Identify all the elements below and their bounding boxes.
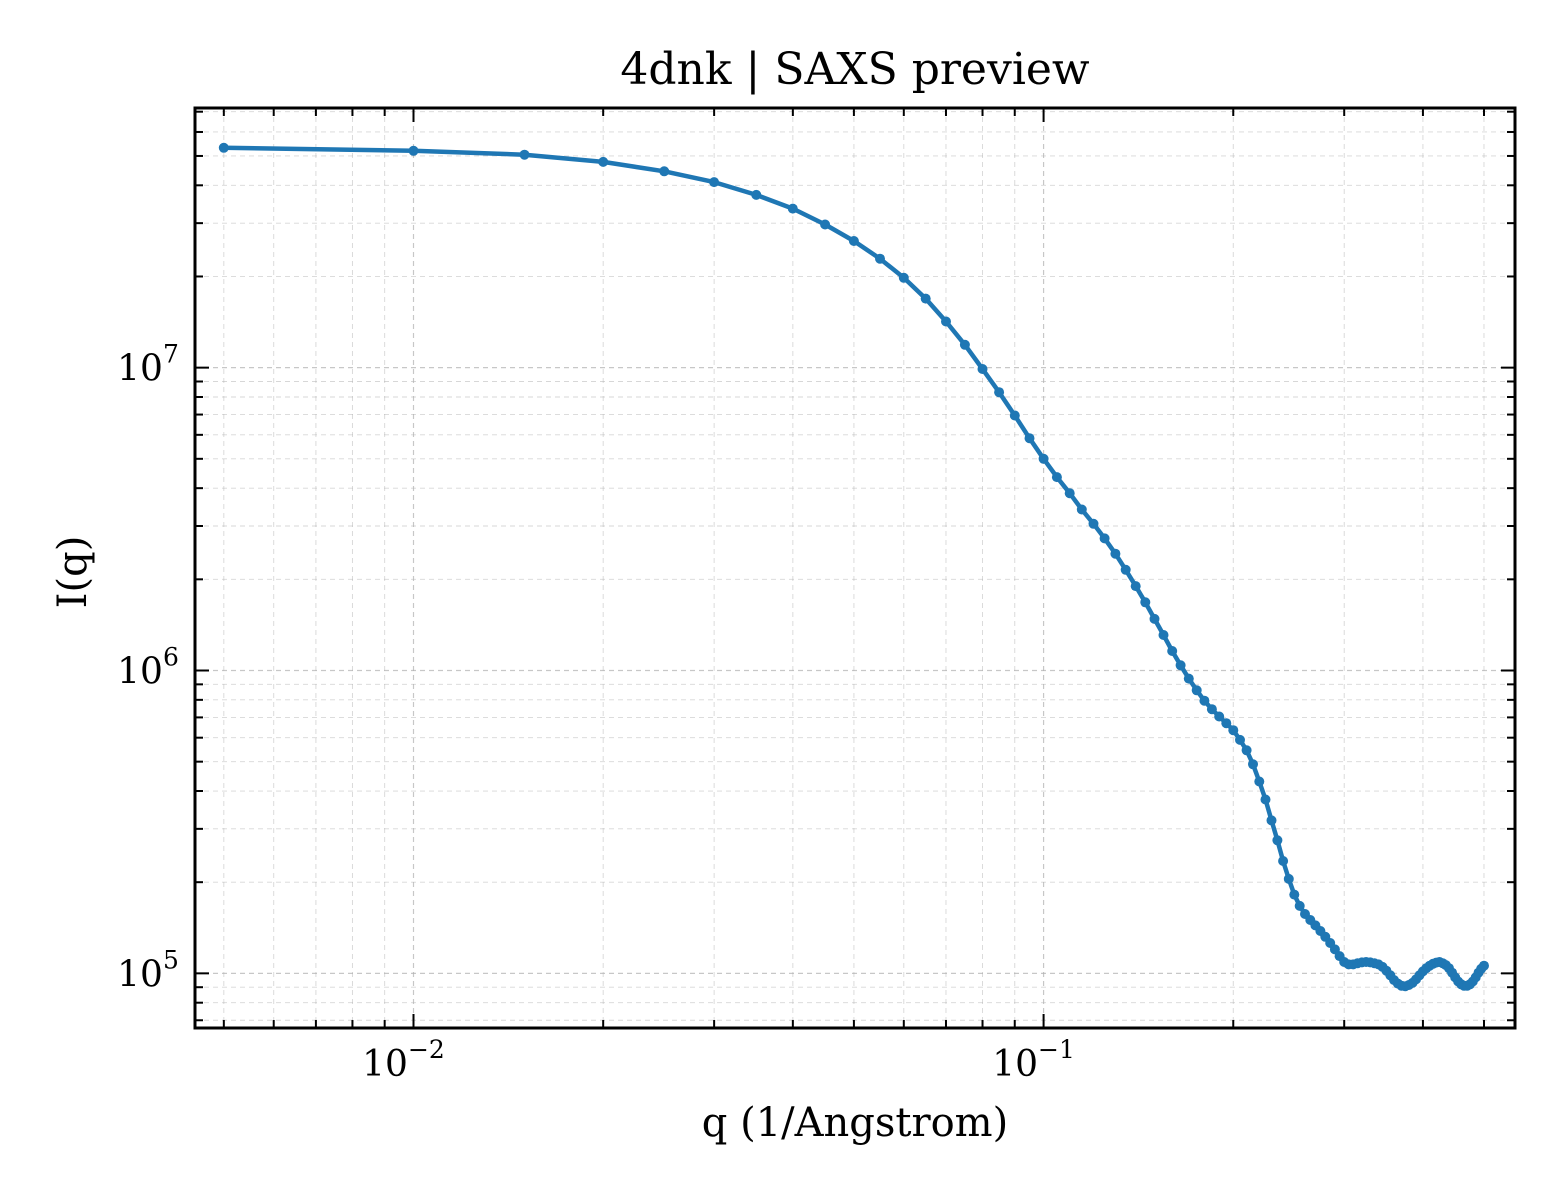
y-axis-label: I(q) (50, 536, 96, 609)
data-point (1206, 704, 1217, 715)
data-point (1167, 646, 1178, 656)
x-axis-label: q (1/Angstrom) (702, 1100, 1008, 1146)
grid (195, 108, 1515, 1028)
x-tick-exponent: −1 (1038, 1035, 1075, 1064)
data-point (1479, 960, 1489, 971)
y-tick-label: 105 (117, 945, 179, 995)
data-point (1038, 453, 1049, 464)
data-point (1221, 718, 1232, 729)
data-point (1294, 900, 1305, 911)
data-point (1254, 776, 1265, 787)
data-point (1175, 660, 1186, 671)
data-point (941, 316, 951, 327)
data-point (977, 364, 988, 374)
plot-frame (193, 106, 1517, 1030)
x-tick-label: 10−2 (362, 1035, 445, 1085)
data-point (787, 203, 798, 214)
data-points (218, 142, 1489, 992)
x-tick-label: 10−1 (992, 1035, 1075, 1085)
data-point (1120, 564, 1131, 575)
data-point (1009, 410, 1020, 421)
data-point (898, 272, 909, 283)
data-point (959, 339, 970, 350)
data-point (1272, 835, 1283, 846)
data-point (1235, 734, 1245, 745)
data-point (1228, 725, 1239, 736)
data-point (875, 253, 885, 264)
chart-title: 4dnk | SAXS preview (620, 44, 1090, 95)
data-point (598, 156, 609, 167)
data-point (1214, 711, 1225, 722)
data-point (519, 149, 530, 160)
data-point (1076, 504, 1087, 515)
data-point (751, 189, 762, 200)
data-point (1064, 488, 1075, 499)
y-tick-label: 106 (117, 642, 179, 692)
data-point (659, 166, 670, 177)
y-tick-label: 107 (117, 340, 179, 390)
data-point (1130, 581, 1141, 592)
data-point (1051, 472, 1062, 483)
data-point (1289, 889, 1300, 900)
data-point (1024, 433, 1035, 444)
data-point (994, 387, 1005, 398)
data-point (820, 219, 831, 230)
y-tick-exponent: 7 (163, 340, 179, 369)
y-tick-exponent: 6 (163, 642, 179, 671)
data-point (1183, 673, 1194, 684)
data-point (1266, 815, 1277, 826)
data-point (1260, 794, 1271, 805)
data-point (1088, 518, 1099, 529)
data-point (1283, 873, 1294, 884)
data-point (1199, 695, 1210, 706)
axis-ticks (195, 108, 1515, 1028)
y-tick-exponent: 5 (163, 945, 179, 974)
x-tick-exponent: −2 (408, 1035, 445, 1064)
data-point (848, 236, 859, 246)
data-point (1140, 597, 1151, 608)
data-point (1278, 856, 1289, 866)
data-point (709, 177, 720, 188)
data-point (1241, 745, 1252, 756)
data-point (1099, 533, 1110, 544)
data-point (1191, 685, 1202, 696)
data-point (1158, 630, 1169, 640)
data-point (408, 145, 419, 156)
data-point (1110, 548, 1121, 559)
data-point (218, 142, 229, 153)
data-point (1248, 759, 1258, 770)
data-series (218, 142, 1489, 992)
data-point (920, 293, 931, 304)
data-point (1149, 613, 1160, 624)
